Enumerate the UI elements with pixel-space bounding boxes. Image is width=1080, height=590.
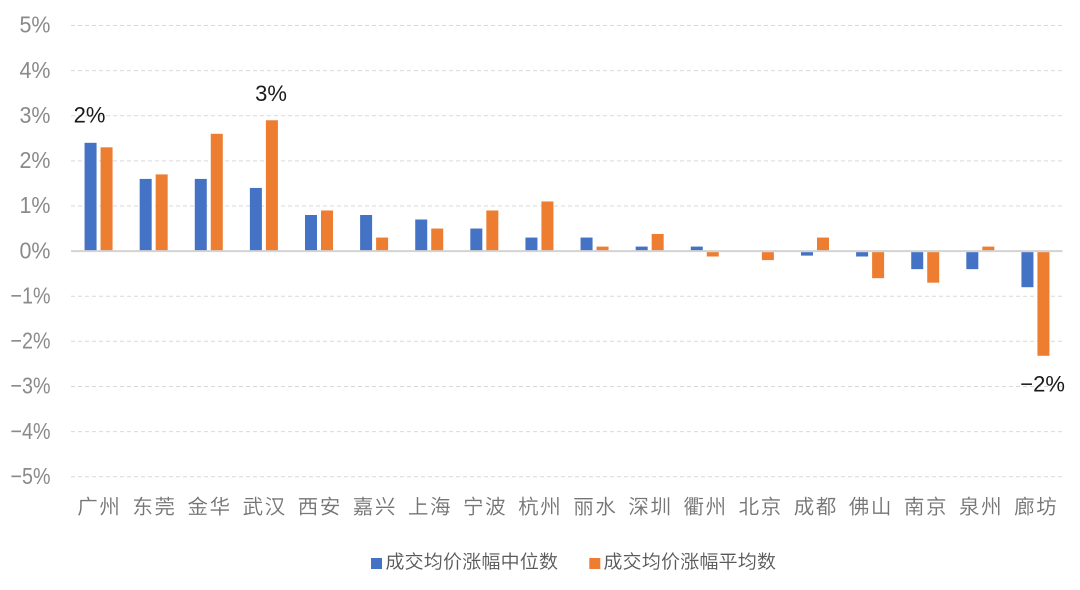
svg-text:−5%: −5%	[11, 463, 51, 489]
svg-text:2%: 2%	[74, 103, 106, 128]
svg-text:0%: 0%	[20, 237, 51, 263]
svg-text:4%: 4%	[20, 57, 51, 83]
svg-text:−2%: −2%	[1020, 371, 1065, 396]
svg-text:−4%: −4%	[11, 418, 51, 444]
svg-text:1%: 1%	[20, 192, 51, 218]
svg-text:3%: 3%	[20, 102, 51, 128]
svg-text:−3%: −3%	[11, 373, 51, 399]
svg-text:2%: 2%	[20, 147, 51, 173]
svg-text:−2%: −2%	[11, 328, 51, 354]
svg-text:5%: 5%	[20, 12, 51, 38]
svg-text:−1%: −1%	[11, 282, 51, 308]
svg-text:3%: 3%	[255, 81, 287, 106]
